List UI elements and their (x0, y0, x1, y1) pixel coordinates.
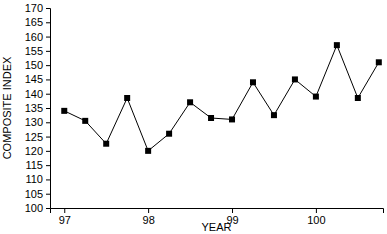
y-tick: 130 (25, 116, 50, 128)
y-tick: 125 (25, 131, 50, 143)
marker (82, 118, 88, 124)
marker (376, 59, 382, 65)
y-tick-label: 130 (25, 116, 43, 128)
y-tick-mark (46, 8, 50, 9)
y-tick: 115 (25, 159, 50, 171)
x-tick-mark (148, 208, 149, 213)
x-axis-title: YEAR (202, 221, 232, 233)
y-axis-line (46, 9, 51, 209)
plot: 100 105 110 115 120 125 130 135 140 145 150 155 160 1… (25, 2, 384, 226)
marker (292, 76, 298, 82)
marker (61, 108, 67, 114)
y-tick: 100 (25, 202, 50, 214)
x-tick: 97 (59, 208, 71, 226)
marker (166, 131, 172, 137)
y-tick: 120 (25, 145, 50, 157)
marker (355, 95, 361, 101)
y-tick: 165 (25, 16, 50, 28)
marker (187, 99, 193, 105)
y-tick-label: 170 (25, 2, 43, 14)
y-tick: 150 (25, 59, 50, 71)
y-tick-label: 160 (25, 31, 43, 43)
marker (124, 95, 130, 101)
y-tick-mark (46, 122, 50, 123)
y-tick-mark (46, 137, 50, 138)
chart: 100 105 110 115 120 125 130 135 140 145 150 155 160 1… (0, 0, 387, 234)
y-tick-mark (46, 151, 50, 152)
y-tick: 110 (25, 173, 50, 185)
series (61, 42, 382, 154)
y-tick: 135 (25, 102, 50, 114)
y-tick-label: 135 (25, 102, 43, 114)
y-tick-label: 100 (25, 202, 43, 214)
y-tick-mark (46, 208, 50, 209)
marker (250, 79, 256, 85)
marker (334, 42, 340, 48)
x-tick-mark (316, 208, 317, 213)
y-tick-mark (46, 79, 50, 80)
y-tick-mark (46, 108, 50, 109)
marker (271, 112, 277, 118)
line (64, 45, 379, 151)
y-tick-label: 110 (25, 173, 43, 185)
y-tick-label: 140 (25, 88, 43, 100)
y-tick-label: 115 (25, 159, 43, 171)
y-tick-mark (46, 165, 50, 166)
x-tick-label: 100 (307, 214, 325, 226)
y-tick: 155 (25, 45, 50, 57)
marker (229, 116, 235, 122)
y-tick-label: 120 (25, 145, 43, 157)
y-tick-label: 165 (25, 16, 43, 28)
y-tick-label: 105 (25, 188, 43, 200)
y-tick-mark (46, 94, 50, 95)
y-tick-mark (46, 51, 50, 52)
marker (313, 94, 319, 100)
x-tick-label: 97 (59, 214, 71, 226)
x-tick-mark (64, 208, 65, 213)
y-tick-mark (46, 65, 50, 66)
y-axis-title: COMPOSITE INDEX (1, 56, 13, 159)
marker (103, 141, 109, 147)
y-tick: 145 (25, 73, 50, 85)
y-tick: 105 (25, 188, 50, 200)
y-tick: 140 (25, 88, 50, 100)
marker (145, 148, 151, 154)
x-tick-mark (232, 208, 233, 213)
y-tick: 170 (25, 2, 50, 14)
y-tick-mark (46, 22, 50, 23)
x-tick-label: 98 (143, 214, 155, 226)
y-tick-mark (46, 179, 50, 180)
y-axis: 100 105 110 115 120 125 130 135 140 145 150 155 160 1… (25, 2, 51, 214)
y-tick-label: 150 (25, 59, 43, 71)
y-tick: 160 (25, 31, 50, 43)
x-tick: 98 (143, 208, 155, 226)
x-tick: 100 (307, 208, 325, 226)
y-tick-label: 145 (25, 73, 43, 85)
y-tick-label: 125 (25, 131, 43, 143)
marker (208, 115, 214, 121)
y-tick-mark (46, 37, 50, 38)
x-axis-line (51, 209, 384, 214)
y-tick-label: 155 (25, 45, 43, 57)
y-tick-mark (46, 194, 50, 195)
